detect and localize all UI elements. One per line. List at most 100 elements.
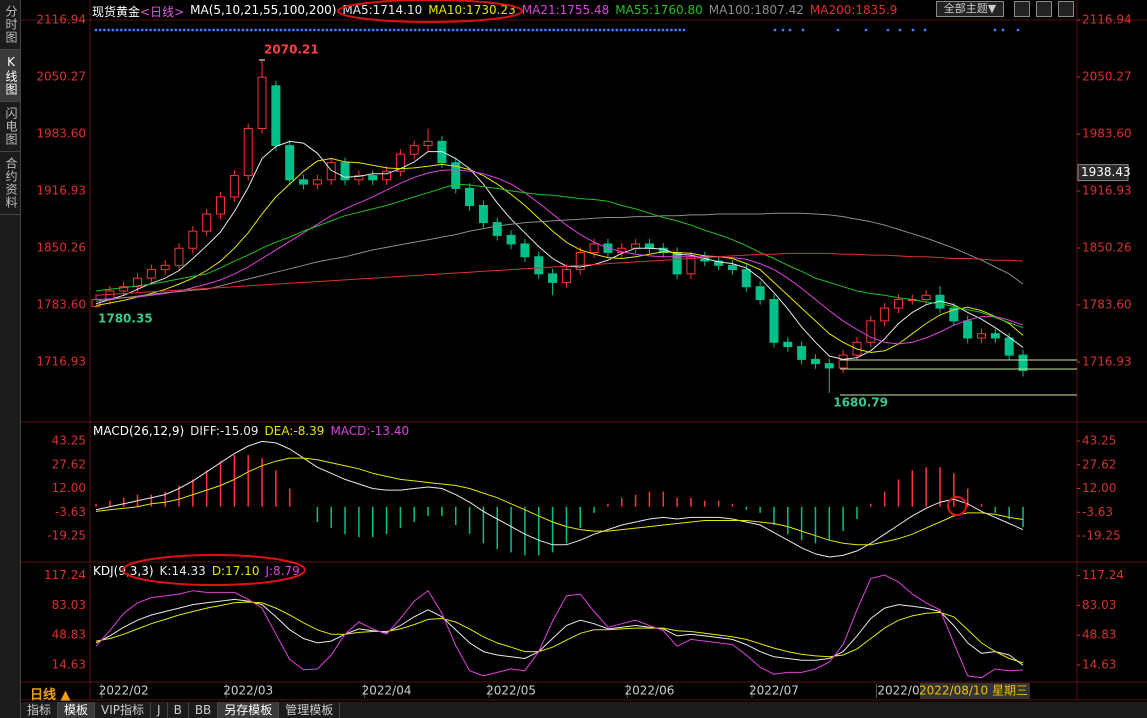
signal-dot [510, 28, 514, 32]
signal-dot [506, 28, 509, 32]
signal-dot [136, 28, 140, 32]
y-tick-label: 12.00 [1082, 481, 1116, 495]
signal-dot [250, 28, 253, 32]
signal-dot [401, 28, 404, 32]
x-tick-label: 2022/04 [362, 684, 412, 698]
sidebar-tab[interactable]: 闪电图 [0, 102, 20, 152]
signal-dot [544, 28, 547, 32]
signal-dot [161, 28, 165, 32]
signal-dot [640, 28, 644, 32]
signal-dot [586, 28, 589, 32]
price-legend: 现货黄金 <日线> MA(5,10,21,55,100,200) MA5:171… [92, 3, 897, 20]
icon-button[interactable] [1058, 1, 1074, 17]
candle-body [312, 179, 322, 185]
signal-dot [489, 28, 493, 32]
bottom-tab[interactable]: 另存模板 [218, 702, 280, 718]
signal-dot [886, 28, 890, 32]
signal-dot [266, 28, 270, 32]
y-tick-label: 1783.60 [1082, 298, 1132, 312]
bottom-tab[interactable]: 指标 [21, 702, 59, 718]
y-tick-label: 117.24 [44, 568, 86, 582]
signal-dot [661, 28, 665, 32]
signal-dot [397, 28, 400, 32]
macd-title: MACD(26,12,9) [93, 424, 185, 438]
y-tick-label: 12.00 [52, 481, 86, 495]
bottom-tab[interactable]: BB [189, 702, 219, 718]
signal-dot [304, 28, 308, 32]
signal-dot [636, 28, 640, 32]
candle-body [561, 269, 571, 283]
signal-dot [443, 28, 446, 32]
signal-dot [464, 28, 467, 32]
x-tick-label: 2022/06 [625, 684, 675, 698]
bottom-tab[interactable]: 模板 [58, 702, 96, 718]
signal-dot [523, 28, 526, 32]
signal-dot [208, 28, 211, 32]
y-tick-label: 1850.26 [36, 241, 86, 255]
ma-line [95, 183, 1024, 329]
signal-dot [581, 28, 585, 32]
signal-dot [573, 28, 577, 32]
signal-dot [103, 28, 106, 32]
signal-dot [611, 28, 614, 32]
icon-button[interactable] [1014, 1, 1030, 17]
period-button[interactable]: 日线 ▲ [30, 688, 71, 703]
signal-dot [237, 28, 241, 32]
bottom-tab[interactable]: J [151, 702, 168, 718]
candle-body [672, 252, 682, 275]
candle-body [949, 307, 959, 322]
sidebar-tab[interactable]: 分时图 [0, 0, 20, 50]
sidebar-tab[interactable]: 合约资料 [0, 152, 20, 215]
candle-body [631, 243, 641, 249]
kdj-legend: KDJ(9,3,3) K:14.33 D:17.10 J:8.79 [93, 564, 300, 578]
theme-button[interactable]: 全部主题▼ [936, 1, 1004, 17]
signal-dot [195, 28, 199, 32]
bottom-tab[interactable]: 管理模板 [279, 702, 341, 718]
bottom-tab[interactable]: VIP指标 [95, 702, 152, 718]
candle-body [686, 256, 696, 275]
macd-legend: MACD(26,12,9) DIFF:-15.09 DEA:-8.39 MACD:-… [93, 424, 409, 438]
icon-button[interactable] [1036, 1, 1052, 17]
signal-dot [275, 28, 278, 32]
sidebar-tab[interactable]: K线图 [0, 50, 20, 102]
signal-dot [590, 28, 593, 32]
signal-dot [224, 28, 228, 32]
y-tick-label: -3.63 [55, 505, 86, 519]
signal-dot [325, 28, 329, 32]
bottom-tab[interactable]: B [168, 702, 189, 718]
candle-body [395, 153, 405, 172]
signal-dot [556, 28, 560, 32]
candle-body [963, 320, 973, 339]
y-tick-label: 43.25 [52, 434, 86, 448]
signal-dot [220, 28, 224, 32]
signal-dot [216, 28, 220, 32]
signal-dot [773, 28, 777, 32]
cursor-price: 1938.43 [1081, 165, 1131, 179]
signal-dot [602, 28, 606, 32]
low-label: 1780.35 [98, 311, 153, 325]
signal-dot [271, 28, 274, 32]
signal-dot [665, 28, 669, 32]
candle-body [202, 213, 212, 232]
signal-dot [132, 28, 136, 32]
candle-body [548, 273, 558, 283]
signal-dot [149, 28, 153, 32]
candle-body [257, 76, 267, 130]
candle-body [243, 128, 253, 177]
signal-dot [426, 28, 430, 32]
candle-body [174, 247, 184, 266]
y-tick-label: 27.62 [1082, 457, 1116, 471]
ma-line [95, 157, 1024, 354]
signal-dot [145, 28, 148, 32]
y-tick-label: 1983.60 [36, 127, 86, 141]
signal-dot [527, 28, 530, 32]
candle-body [478, 204, 488, 224]
signal-dot [623, 28, 627, 32]
candle-body [921, 294, 931, 301]
y-tick-label: 2050.27 [1082, 70, 1132, 84]
symbol: 现货黄金 [92, 5, 141, 19]
low-label: 1680.79 [833, 395, 888, 409]
signal-dot [107, 28, 110, 32]
signal-dot [413, 28, 417, 32]
